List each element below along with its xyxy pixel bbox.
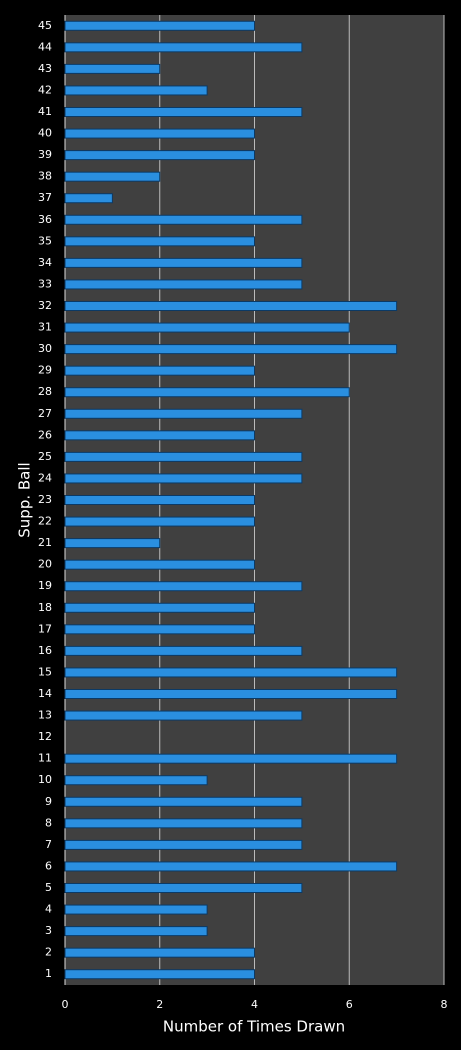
bar [64,150,255,161]
bar [64,387,350,398]
y-tick-label: 39 [38,148,52,161]
bar [64,861,398,872]
bar [64,63,161,74]
y-tick-label: 7 [45,838,52,851]
bar [64,796,303,807]
x-tick-label: 0 [62,998,69,1011]
bar [64,710,303,721]
bar [64,279,303,290]
y-tick-label: 1 [45,967,52,980]
y-tick-label: 38 [38,170,52,183]
y-tick-label: 36 [38,213,52,226]
bar [64,559,255,570]
y-tick-label: 9 [45,795,52,808]
y-tick-label: 20 [38,558,52,571]
y-tick-label: 31 [38,321,52,334]
bar [64,107,303,117]
bar [64,193,113,204]
bar [64,839,303,850]
bar [64,301,398,311]
bar [64,128,255,139]
bar [64,602,255,613]
bar [64,20,255,31]
y-axis-title: Supp. Ball [16,462,34,537]
y-tick-label: 8 [45,816,52,829]
bar [64,969,255,980]
y-tick-label: 16 [38,644,52,657]
y-tick-label: 2 [45,946,52,959]
bar [64,451,303,462]
y-tick-label: 37 [38,191,52,204]
bar [64,344,398,355]
y-tick-label: 5 [45,881,52,894]
x-tick-label: 8 [441,998,448,1011]
bar [64,408,303,419]
bar [64,753,398,764]
bar [64,775,208,786]
y-tick-label: 10 [38,773,52,786]
bar [64,322,350,333]
y-tick-label: 19 [38,579,52,592]
x-tick-label: 2 [156,998,163,1011]
bar [64,624,255,635]
y-tick-label: 18 [38,601,52,614]
bar [64,365,255,376]
y-tick-label: 21 [38,536,52,549]
bar [64,495,255,505]
y-tick-label: 17 [38,622,52,635]
y-tick-label: 45 [38,19,52,32]
bar [64,904,208,915]
y-tick-label: 13 [38,709,52,722]
bar [64,85,208,96]
y-tick-label: 4 [45,903,52,916]
bar [64,236,255,247]
bar [64,689,398,699]
bar [64,667,398,678]
y-tick-label: 43 [38,62,52,75]
bar [64,538,161,549]
x-axis-title: Number of Times Drawn [163,1018,345,1036]
y-tick-label: 30 [38,342,52,355]
bar [64,257,303,268]
y-tick-label: 44 [38,40,52,53]
y-tick-label: 12 [38,730,52,743]
y-tick-label: 22 [38,515,52,528]
y-tick-label: 32 [38,299,52,312]
bar [64,926,208,937]
bar [64,947,255,958]
y-tick-label: 29 [38,364,52,377]
x-tick-label: 6 [346,998,353,1011]
y-tick-label: 24 [38,471,52,484]
bar [64,42,303,53]
y-tick-label: 6 [45,859,52,872]
y-tick-label: 41 [38,105,52,118]
bar [64,214,303,225]
y-tick-label: 14 [38,687,52,700]
y-tick-label: 35 [38,234,52,247]
bar [64,473,303,484]
y-tick-label: 27 [38,407,52,420]
bar [64,581,303,592]
bar [64,430,255,441]
y-tick-label: 28 [38,385,52,398]
y-tick-label: 33 [38,277,52,290]
bar [64,883,303,893]
y-tick-label: 40 [38,127,52,140]
bar [64,171,161,182]
y-tick-label: 15 [38,665,52,678]
y-tick-label: 23 [38,493,52,506]
bar [64,818,303,829]
y-tick-label: 26 [38,428,52,441]
y-tick-label: 25 [38,450,52,463]
y-tick-label: 42 [38,83,52,96]
y-tick-label: 34 [38,256,52,269]
x-tick-label: 4 [251,998,258,1011]
bar [64,645,303,656]
bar [64,516,255,527]
y-tick-label: 11 [38,752,52,765]
y-tick-label: 3 [45,924,52,937]
